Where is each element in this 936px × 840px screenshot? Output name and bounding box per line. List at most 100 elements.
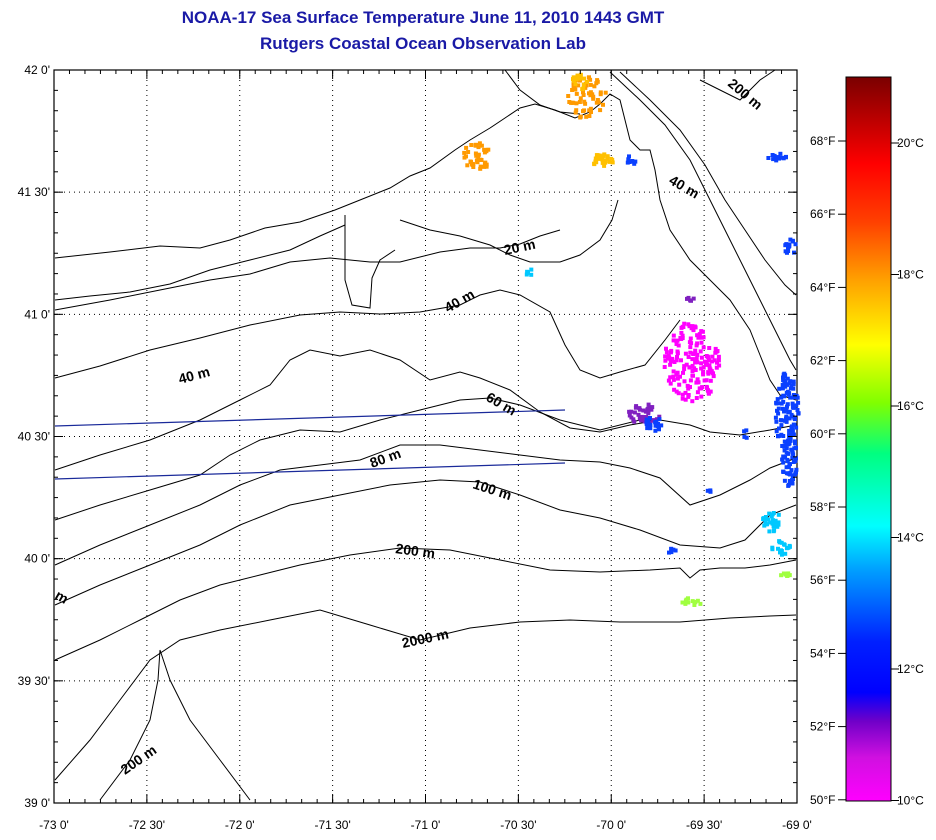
sst-pixel — [780, 406, 785, 411]
sst-pixel — [607, 159, 612, 164]
sst-pixel — [578, 115, 583, 120]
sst-pixel — [693, 348, 698, 353]
sst-pixel — [791, 379, 796, 384]
sst-pixel — [525, 269, 530, 274]
sst-pixel — [783, 373, 788, 378]
sst-pixel — [713, 346, 718, 351]
sst-pixel — [699, 366, 704, 371]
sst-pixel — [690, 324, 695, 329]
sst-pixel — [676, 391, 681, 396]
colorbar-f-label: 50°F — [810, 793, 835, 807]
sst-pixel — [771, 511, 776, 515]
x-tick-label: -72 30' — [129, 818, 165, 832]
sst-pixel — [781, 375, 785, 380]
sst-pixel — [773, 415, 778, 420]
sst-pixel — [697, 334, 702, 339]
y-tick-label: 41 30' — [18, 185, 50, 199]
sst-pixel — [595, 98, 600, 102]
sst-pixel — [705, 488, 710, 493]
sst-pixel — [670, 356, 675, 361]
colorbar-f-label: 54°F — [810, 646, 835, 660]
sst-pixel — [783, 249, 788, 254]
sst-pixel — [657, 417, 662, 422]
colorbar-f-label: 60°F — [810, 427, 835, 441]
sst-pixel — [597, 156, 602, 161]
sst-pixel — [476, 145, 481, 150]
sst-pixel — [680, 336, 685, 340]
sst-pixel — [779, 423, 784, 428]
contour-60m — [54, 397, 660, 521]
sst-pixel — [763, 521, 768, 526]
sst-pixel — [573, 110, 578, 115]
sst-pixel — [788, 386, 793, 391]
sst-pixel — [701, 345, 706, 350]
sst-pixel — [717, 363, 722, 368]
sst-pixel — [524, 272, 529, 277]
sst-pixel — [778, 550, 783, 555]
sst-pixel — [781, 470, 786, 474]
sst-pixel — [699, 340, 704, 345]
sst-pixel — [478, 166, 483, 171]
sst-pixel — [479, 143, 484, 148]
sst-pixel — [680, 396, 685, 401]
sst-pixel — [592, 161, 597, 166]
sst-pixel — [587, 114, 592, 118]
sst-pixel — [788, 435, 793, 440]
sst-pixel — [712, 358, 717, 363]
sst-pixel — [569, 100, 574, 105]
sst-pixel — [682, 321, 687, 326]
sst-pixel — [594, 153, 599, 158]
sst-pixel — [793, 472, 798, 477]
narragansett — [344, 215, 396, 309]
colorbar-f-label: 66°F — [810, 207, 835, 221]
sst-pixel — [594, 100, 599, 105]
sst-pixel — [697, 386, 702, 391]
sst-pixel — [630, 159, 635, 163]
sst-pixel — [653, 428, 658, 433]
sst-pixel — [782, 455, 787, 459]
sst-pixel — [787, 479, 792, 483]
sst-pixel — [473, 142, 478, 147]
sst-pixel — [591, 96, 596, 101]
sst-pixel — [637, 406, 642, 411]
sst-pixel — [588, 82, 593, 87]
map-axes: -73 0' -72 30' -72 0' -71 30' -71 0' -70 30' -… — [18, 63, 812, 832]
sst-pixel — [688, 336, 693, 341]
sst-pixel — [663, 354, 668, 359]
sst-pixel — [761, 517, 766, 521]
sst-pixel — [774, 158, 779, 163]
colorbar: 68°F 66°F 64°F 62°F 60°F 58°F 56°F 54°F 52°F 50°F… — [810, 76, 924, 808]
sst-pixel — [781, 571, 786, 576]
sst-pixel — [694, 396, 699, 400]
sst-pixel — [770, 521, 775, 526]
sst-pixel — [701, 370, 706, 375]
sst-pixel — [716, 358, 721, 363]
sst-pixel — [791, 382, 796, 387]
sst-pixel — [699, 335, 704, 340]
sst-pixel — [706, 371, 711, 376]
sst-pixel — [466, 150, 471, 154]
sst-pixel — [574, 108, 579, 113]
sst-pixel — [780, 386, 785, 391]
x-tick-label: -72 0' — [225, 818, 255, 832]
sst-pixel — [713, 350, 718, 355]
contour-200m-gulf — [609, 71, 797, 371]
sst-pixel — [776, 411, 781, 416]
sst-pixel — [671, 369, 676, 374]
sst-pixel — [771, 529, 776, 534]
sst-pixel — [687, 324, 692, 329]
sst-pixel — [790, 401, 795, 406]
sst-pixel — [790, 481, 795, 486]
colorbar-c-label: 20°C — [897, 136, 924, 150]
sst-pixel — [576, 83, 581, 88]
sst-pixel — [587, 108, 592, 113]
sst-pixel — [473, 151, 478, 156]
sst-pixel — [474, 153, 479, 158]
sst-pixel — [792, 393, 796, 397]
sst-pixel — [654, 417, 659, 422]
sst-pixel — [790, 238, 795, 243]
x-tick-label: -71 30' — [314, 818, 350, 832]
sst-pixel — [627, 154, 631, 159]
sst-pixel — [695, 360, 700, 365]
sst-pixel — [669, 348, 674, 353]
